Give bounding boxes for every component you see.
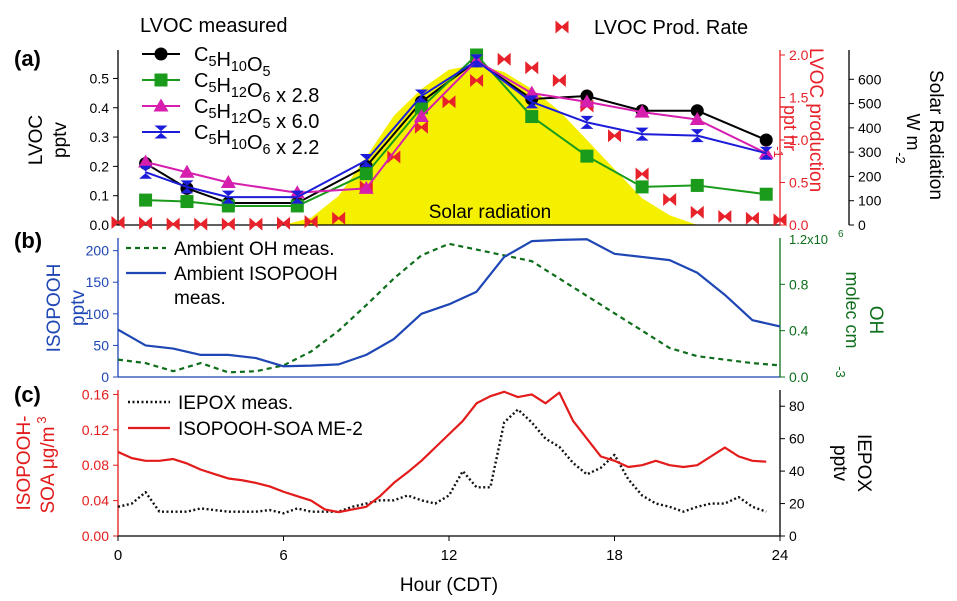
- panel-a-right2-tick-label: 0: [858, 217, 866, 233]
- panel-b-ylabel-line2: pptv: [68, 290, 89, 326]
- legend-isopooh-label-line1: Ambient ISOPOOH: [174, 264, 338, 285]
- lvoc-prod-rate-marker: [525, 61, 538, 74]
- panel-c-right-label-line2: pptv: [829, 445, 850, 481]
- legend-swatch-marker-0: [155, 48, 168, 61]
- panel-b-label: (b): [14, 228, 42, 253]
- lvoc-prod-rate-marker: [277, 217, 290, 230]
- x-tick-label: 18: [606, 547, 623, 564]
- panel-b-right-top-tick-label: 1.2x10: [789, 232, 828, 247]
- panel-b-right-tick-label: 0.4: [789, 323, 809, 339]
- lvoc-prod-rate-marker: [718, 210, 731, 223]
- panel-c-left-tick-label: 0.00: [82, 528, 109, 544]
- panel-a-left-tick-label: 0.4: [90, 100, 110, 116]
- panel-c-left-tick-label: 0.16: [82, 386, 109, 402]
- panel-a-series-marker-1: [691, 179, 704, 192]
- panel-b-right-top-tick-exp: 6: [838, 229, 844, 240]
- legend-iepox-label: IEPOX meas.: [178, 393, 293, 414]
- lvoc-prod-rate-marker: [167, 218, 180, 231]
- panel-a-left-tick-label: 0.5: [90, 70, 110, 86]
- panel-b-left-tick-label: 100: [86, 306, 110, 322]
- panel-a-right2-label-line2: W m: [903, 114, 923, 151]
- panel-c-right-tick-label: 60: [789, 431, 805, 447]
- lvoc-prod-rate-marker: [249, 218, 262, 231]
- panel-a-right1-label-line1: LVOC production: [805, 48, 826, 192]
- panel-a-right2-tick-label: 600: [858, 71, 882, 87]
- panel-c-right-tick-label: 40: [789, 463, 805, 479]
- panel-b-right-label-exp: -3: [833, 366, 848, 378]
- panel-a-series-marker-1: [139, 194, 152, 207]
- legend-prod-rate-label: LVOC Prod. Rate: [594, 17, 748, 39]
- panel-a-right2-tick-label: 500: [858, 96, 882, 112]
- panel-a-right2-tick-label: 400: [858, 120, 882, 136]
- panel-a-series-marker-0: [760, 134, 773, 147]
- panel-a-series-marker-1: [760, 188, 773, 201]
- solar-radiation-label: Solar radiation: [429, 202, 552, 223]
- panel-b-left-tick-label: 50: [93, 337, 109, 353]
- panel-c-right-label-line1: IEPOX: [853, 434, 874, 492]
- lvoc-prod-rate-marker: [553, 74, 566, 87]
- panel-b-right-tick-label: 0.8: [789, 276, 809, 292]
- panel-a-right2-label-exp: -2: [893, 152, 908, 164]
- panel-a-series-marker-1: [360, 167, 373, 180]
- panel-a-series-marker-1: [580, 150, 593, 163]
- lvoc-prod-rate-marker: [305, 215, 318, 228]
- panel-c-left-tick-label: 0.04: [82, 493, 109, 509]
- panel-a-ylabel-line2: pptv: [50, 122, 71, 158]
- lvoc-prod-rate-marker: [498, 53, 511, 66]
- panel-a-left-tick-label: 0.0: [90, 217, 110, 233]
- panel-c-right-tick-label: 20: [789, 496, 805, 512]
- panel-a-right2-tick-label: 300: [858, 144, 882, 160]
- panel-a-left-tick-label: 0.2: [90, 158, 110, 174]
- panel-a-right2-tick-label: 200: [858, 168, 882, 184]
- lvoc-prod-rate-marker: [636, 168, 649, 181]
- x-tick-label: 12: [441, 547, 458, 564]
- panel-b-right-label-line1: OH: [865, 306, 886, 335]
- lvoc-prod-rate-marker: [746, 212, 759, 225]
- legend-isopooh-label-line2: meas.: [174, 288, 226, 309]
- x-axis-label: Hour (CDT): [400, 575, 498, 596]
- panel-a-right1-label-exp: -1: [771, 146, 786, 158]
- x-tick-label: 24: [772, 547, 789, 564]
- panel-a-series-marker-1: [525, 110, 538, 123]
- panel-b-ylabel-line1: ISOPOOH: [44, 264, 65, 353]
- panel-c-label: (c): [14, 382, 41, 407]
- panel-c-left-tick-label: 0.12: [82, 422, 109, 438]
- panel-a-left-tick-label: 0.1: [90, 188, 110, 204]
- panel-a-label: (a): [14, 46, 41, 71]
- panel-c-right-tick-label: 0: [789, 528, 797, 544]
- legend-swatch-marker-1: [155, 74, 168, 87]
- panel-c-left-tick-label: 0.08: [82, 457, 109, 473]
- lvoc-prod-rate-marker: [691, 206, 704, 219]
- panel-a-legend-title: LVOC measured: [140, 15, 287, 37]
- panel-c-ylabel-line1: ISOPOOH-: [14, 415, 35, 510]
- legend-prod-rate-marker: [556, 21, 569, 34]
- panel-c-right-tick-label: 80: [789, 398, 805, 414]
- lvoc-prod-rate-marker: [222, 218, 235, 231]
- lvoc-prod-rate-marker: [663, 193, 676, 206]
- panel-a-series-marker-1: [180, 195, 193, 208]
- panel-b-left-tick-label: 0: [101, 369, 109, 385]
- panel-c-ylabel-exp: 3: [34, 416, 49, 423]
- lvoc-prod-rate-marker: [194, 218, 207, 231]
- x-tick-label: 0: [114, 547, 122, 564]
- panel-a-right1-label-line2: ppt hr: [780, 105, 800, 151]
- panel-a-right1-tick-label: 0.0: [789, 217, 809, 233]
- panel-a-right2-label-line1: Solar Radiation: [925, 70, 946, 200]
- lvoc-prod-rate-marker: [608, 129, 621, 142]
- legend-soa-label: ISOPOOH-SOA ME-2: [178, 419, 363, 440]
- lvoc-prod-rate-marker: [139, 217, 152, 230]
- x-tick-label: 6: [279, 547, 287, 564]
- panel-b-left-tick-label: 150: [86, 274, 110, 290]
- panel-b-right-label-line2: molec cm: [842, 271, 862, 348]
- panel-a-right2-tick-label: 100: [858, 193, 882, 209]
- solar-radiation-area: [284, 65, 698, 225]
- legend-oh-label: Ambient OH meas.: [174, 239, 335, 260]
- panel-a-series-marker-1: [636, 180, 649, 193]
- panel-a-ylabel-line1: LVOC: [26, 115, 47, 165]
- panel-b-right-tick-label: 0.0: [789, 369, 809, 385]
- panel-c-ylabel-line2: SOA μg/m: [38, 427, 59, 514]
- panel-a-left-tick-label: 0.3: [90, 129, 110, 145]
- panel-b-left-tick-label: 200: [86, 243, 110, 259]
